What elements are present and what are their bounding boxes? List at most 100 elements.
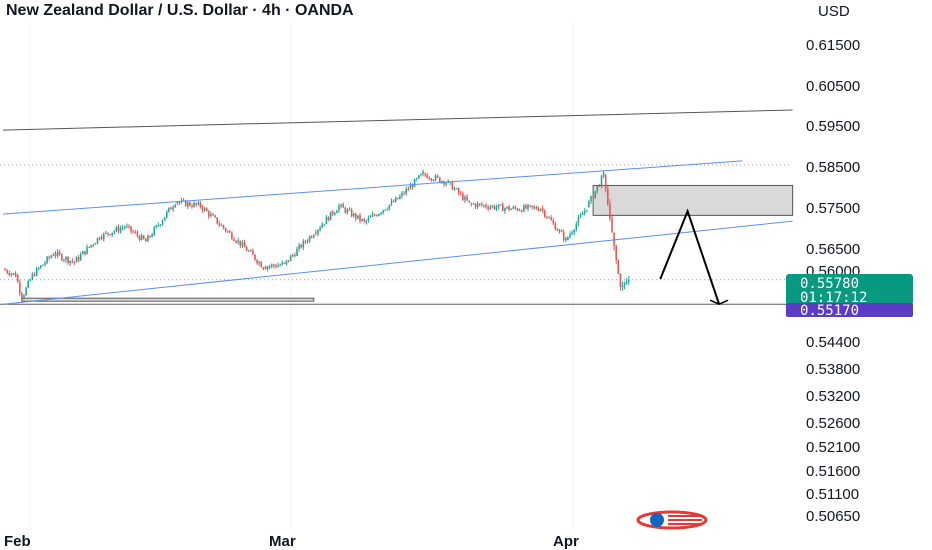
channel-upper-line[interactable] (2, 160, 743, 215)
drawings-front (2, 160, 793, 306)
candle-body (462, 193, 464, 201)
candle-body (355, 213, 357, 219)
candles (4, 169, 630, 303)
candle-body (6, 270, 8, 273)
candle-body (275, 265, 277, 268)
candle-body (596, 185, 599, 192)
y-tick-label: 0.52100 (806, 439, 860, 456)
candle-body (470, 203, 473, 205)
candle-body (174, 204, 176, 208)
candle-body (94, 243, 97, 245)
candle-body (222, 225, 225, 228)
candle-body (329, 211, 332, 221)
last-price-badge-bg (786, 274, 913, 305)
candle-body (79, 254, 82, 261)
candle-body (441, 181, 443, 183)
candle-body (277, 265, 279, 268)
candle-body (289, 255, 292, 262)
candle-body (621, 285, 624, 287)
candle-body (592, 196, 594, 199)
candle-body (516, 208, 519, 211)
candle-body (100, 236, 103, 240)
candle-body (84, 251, 86, 255)
y-tick-label: 0.50650 (806, 508, 860, 525)
candle-body (88, 246, 90, 248)
candle-body (533, 206, 536, 208)
candle-body (65, 257, 67, 260)
candle-body (46, 256, 48, 263)
candle-body (63, 259, 65, 261)
candle-body (340, 204, 342, 206)
candle-body (260, 262, 263, 268)
candle-body (176, 201, 179, 204)
candle-body (392, 201, 395, 203)
candle-body (50, 255, 53, 258)
support-zone[interactable] (21, 297, 315, 302)
candle-body (615, 245, 617, 260)
candle-body (420, 174, 422, 176)
candle-body (609, 203, 611, 219)
candle-body (268, 266, 271, 268)
candle-body (581, 213, 584, 216)
candle-body (37, 268, 40, 270)
candle-body (98, 237, 101, 240)
candle-body (422, 171, 424, 175)
candle-body (617, 260, 620, 274)
projection-path[interactable] (659, 208, 721, 305)
last-price-value: 0.55780 (800, 276, 859, 292)
candle-body (336, 210, 338, 213)
candle-body (579, 215, 582, 218)
candle-body (399, 195, 401, 199)
candle-body (237, 240, 239, 243)
candle-body (149, 235, 151, 237)
trend-line-overhead[interactable] (2, 109, 793, 131)
candle-body (556, 229, 559, 231)
logo-oval (636, 510, 708, 530)
candle-body (107, 232, 109, 235)
channel-lower-line[interactable] (2, 220, 793, 305)
candle-body (323, 223, 326, 225)
candle-body (493, 205, 496, 210)
currency-label: USD (818, 3, 850, 20)
candle-body (130, 226, 132, 232)
candle-body (273, 264, 275, 266)
candle-body (189, 202, 191, 206)
candle-body (82, 251, 84, 255)
x-axis[interactable]: Feb Mar Apr (4, 533, 579, 550)
candle-body (128, 226, 130, 228)
candle-body (313, 235, 315, 238)
candle-body (92, 244, 95, 246)
candle-body (294, 254, 296, 257)
candle-body (214, 215, 216, 218)
candle-body (258, 262, 260, 264)
candle-body (497, 204, 500, 208)
candle-body (432, 180, 435, 182)
candle-body (252, 250, 254, 255)
candle-body (271, 264, 273, 267)
candle-body (96, 237, 99, 244)
candle-body (518, 210, 521, 212)
candle-body (231, 232, 233, 239)
candle-body (226, 230, 229, 232)
candle-body (134, 232, 137, 234)
resistance-zone[interactable] (592, 184, 794, 216)
candle-body (61, 254, 63, 261)
tradingview-flag-logo[interactable] (636, 510, 708, 530)
candle-body (52, 255, 55, 257)
candle-body (363, 219, 365, 222)
candle-body (554, 223, 557, 230)
candle-body (310, 236, 313, 238)
candle-body (590, 196, 592, 202)
candle-body (359, 215, 361, 221)
candle-body (346, 209, 349, 213)
candle-body (327, 216, 330, 221)
candle-body (373, 214, 376, 216)
y-tick-label: 0.61500 (806, 37, 860, 54)
candle-body (514, 207, 517, 209)
countdown-value: 01:17:12 (800, 290, 867, 306)
candle-body (29, 279, 32, 282)
candle-body (523, 205, 525, 212)
candle-body (504, 208, 506, 212)
candle-body (281, 262, 284, 265)
